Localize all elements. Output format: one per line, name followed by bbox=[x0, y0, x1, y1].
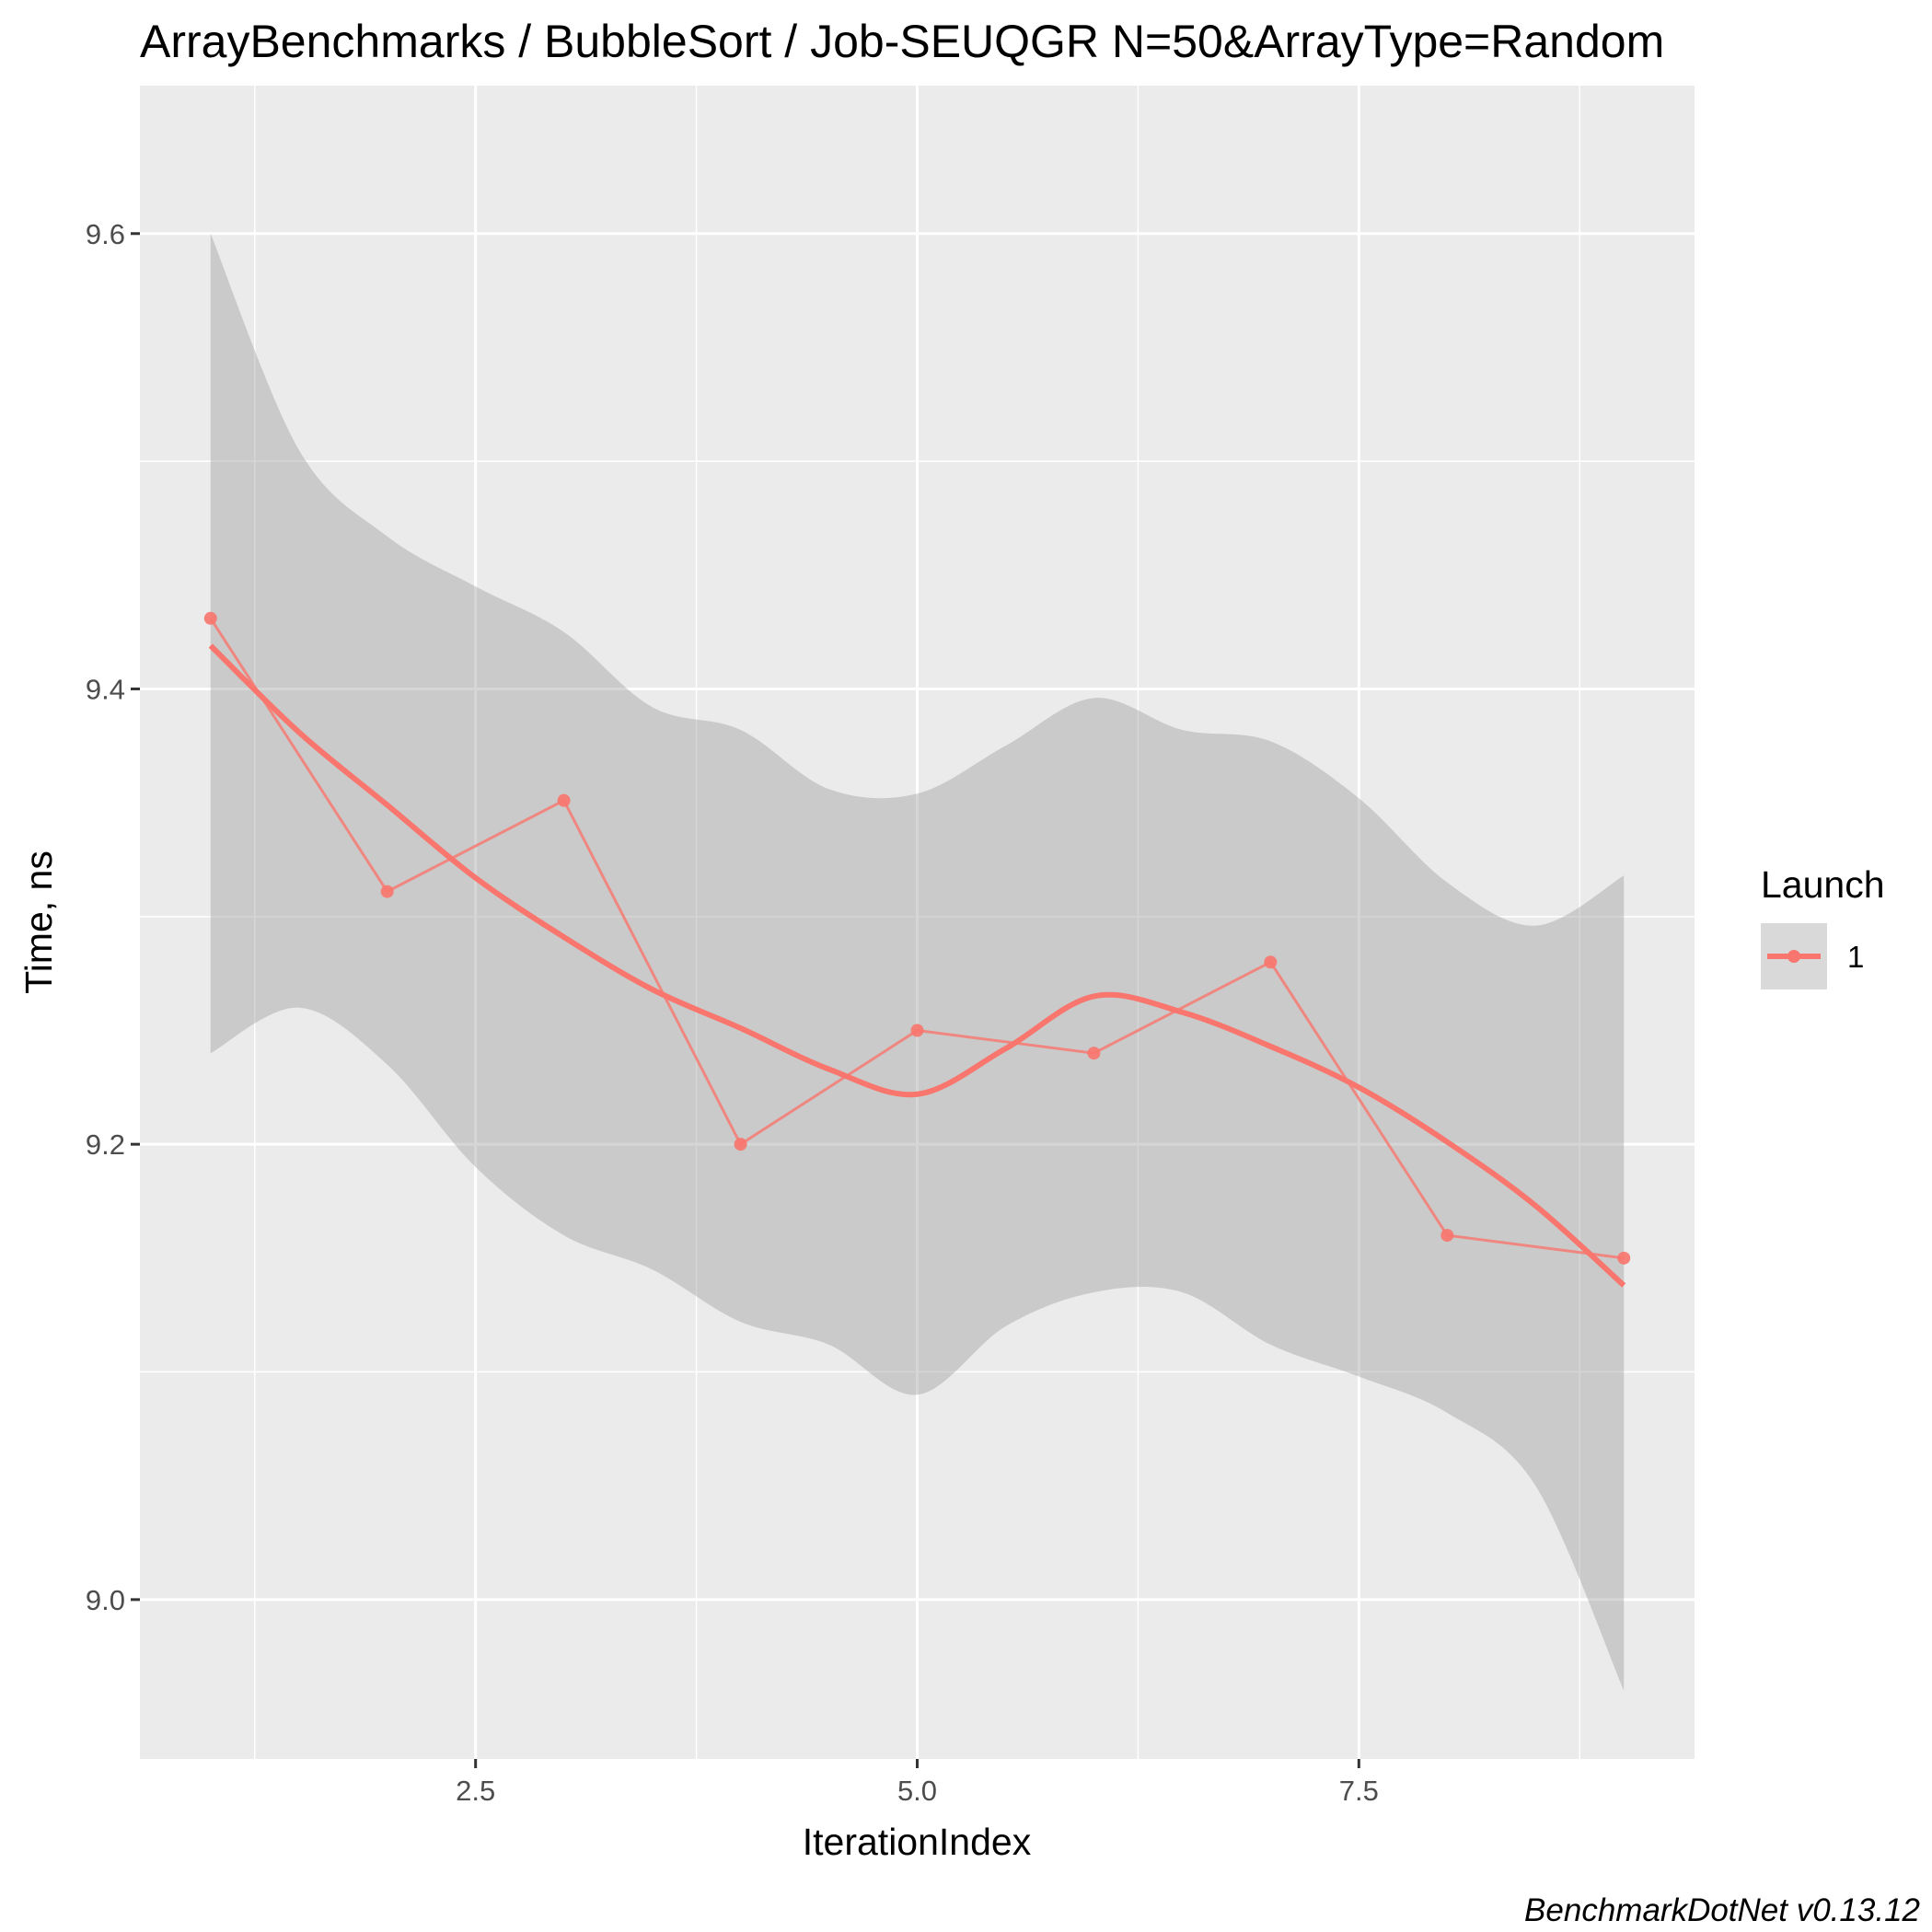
data-point bbox=[1264, 955, 1278, 969]
major-gridlines bbox=[140, 86, 1695, 1759]
caption: BenchmarkDotNet v0.13.12 bbox=[1524, 1892, 1920, 1928]
x-tick-label: 2.5 bbox=[456, 1775, 495, 1807]
y-tick-label: 9.0 bbox=[86, 1584, 125, 1616]
legend-entry-label: 1 bbox=[1847, 940, 1864, 974]
y-tick-label: 9.6 bbox=[86, 218, 125, 250]
smooth-trend-line bbox=[208, 643, 1626, 1288]
data-point bbox=[910, 1024, 924, 1037]
x-tick-label: 7.5 bbox=[1339, 1775, 1379, 1807]
chart-title: ArrayBenchmarks / BubbleSort / Job-SEUQG… bbox=[140, 16, 1664, 67]
data-point bbox=[203, 611, 217, 625]
y-tick-label: 9.2 bbox=[86, 1128, 125, 1161]
data-points bbox=[203, 611, 1631, 1265]
legend-key-point bbox=[1787, 950, 1800, 963]
data-point bbox=[1617, 1251, 1631, 1265]
data-point bbox=[1087, 1047, 1101, 1060]
y-axis-ticks: 9.0 9.2 9.4 9.6 bbox=[86, 218, 140, 1616]
legend-title: Launch bbox=[1761, 863, 1885, 906]
x-axis-ticks: 2.5 5.0 7.5 bbox=[456, 1759, 1379, 1807]
data-point bbox=[734, 1138, 747, 1151]
confidence-band bbox=[210, 233, 1625, 1691]
y-axis-title: Time, ns bbox=[17, 850, 60, 994]
y-tick-label: 9.4 bbox=[86, 673, 125, 705]
legend: Launch 1 bbox=[1761, 863, 1885, 989]
x-axis-title: IterationIndex bbox=[803, 1821, 1032, 1863]
data-point bbox=[380, 885, 394, 898]
data-point bbox=[1440, 1229, 1454, 1243]
data-point bbox=[557, 793, 571, 807]
x-tick-label: 5.0 bbox=[897, 1775, 937, 1807]
